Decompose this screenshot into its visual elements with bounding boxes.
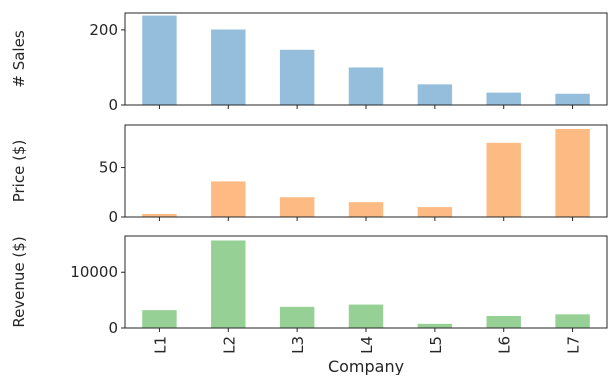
x-tick-label-l5: L5	[427, 336, 445, 354]
bar-l7-panel-2	[555, 128, 590, 217]
y-axis-label-panel-2: Price ($)	[10, 140, 28, 203]
panel-1: 0 200 # Sales	[10, 12, 608, 114]
x-tick-label-l7: L7	[565, 336, 583, 354]
x-tick-label-l2: L2	[220, 336, 238, 354]
y-tick-label: 200	[89, 21, 118, 39]
y-tick-label: 0	[108, 96, 118, 114]
bar-l3-panel-3	[279, 306, 315, 328]
bar-l6-panel-2	[486, 142, 521, 217]
x-tick-label-l6: L6	[496, 336, 514, 354]
bar-l3-panel-1	[279, 49, 315, 105]
bar-l5-panel-1	[417, 84, 453, 105]
bar-l5-panel-3	[417, 323, 453, 328]
bar-l6-panel-3	[486, 316, 521, 328]
bar-l3-panel-2	[279, 197, 315, 217]
y-axis-label-panel-1: # Sales	[10, 30, 28, 87]
panel-3: 0 10000 Revenue ($)	[10, 235, 608, 337]
bar-l2-panel-3	[211, 240, 246, 328]
bar-l6-panel-1	[486, 92, 521, 105]
x-tick-label-l1: L1	[151, 336, 169, 354]
y-tick-label: 0	[108, 208, 118, 226]
y-tick-label: 0	[108, 319, 118, 337]
bar-l4-panel-3	[348, 304, 384, 328]
bar-l7-panel-3	[555, 314, 590, 328]
bar-l1-panel-1	[142, 15, 177, 106]
bar-l7-panel-1	[555, 93, 590, 105]
panel-2: 0 50 Price ($)	[10, 124, 608, 226]
bar-l5-panel-2	[417, 207, 453, 217]
y-axis-label-panel-3: Revenue ($)	[10, 236, 28, 327]
bar-l4-panel-1	[348, 67, 384, 105]
y-tick-label: 50	[99, 159, 118, 177]
y-tick-label: 10000	[70, 263, 118, 281]
bar-l1-panel-3	[142, 310, 177, 328]
x-tick-label-l3: L3	[289, 336, 307, 354]
bar-l1-panel-2	[142, 214, 177, 217]
bar-l2-panel-1	[211, 29, 246, 105]
bar-l2-panel-2	[211, 181, 246, 217]
bar-l4-panel-2	[348, 202, 384, 217]
x-tick-label-l4: L4	[358, 336, 376, 354]
x-axis-label: Company	[328, 357, 404, 375]
